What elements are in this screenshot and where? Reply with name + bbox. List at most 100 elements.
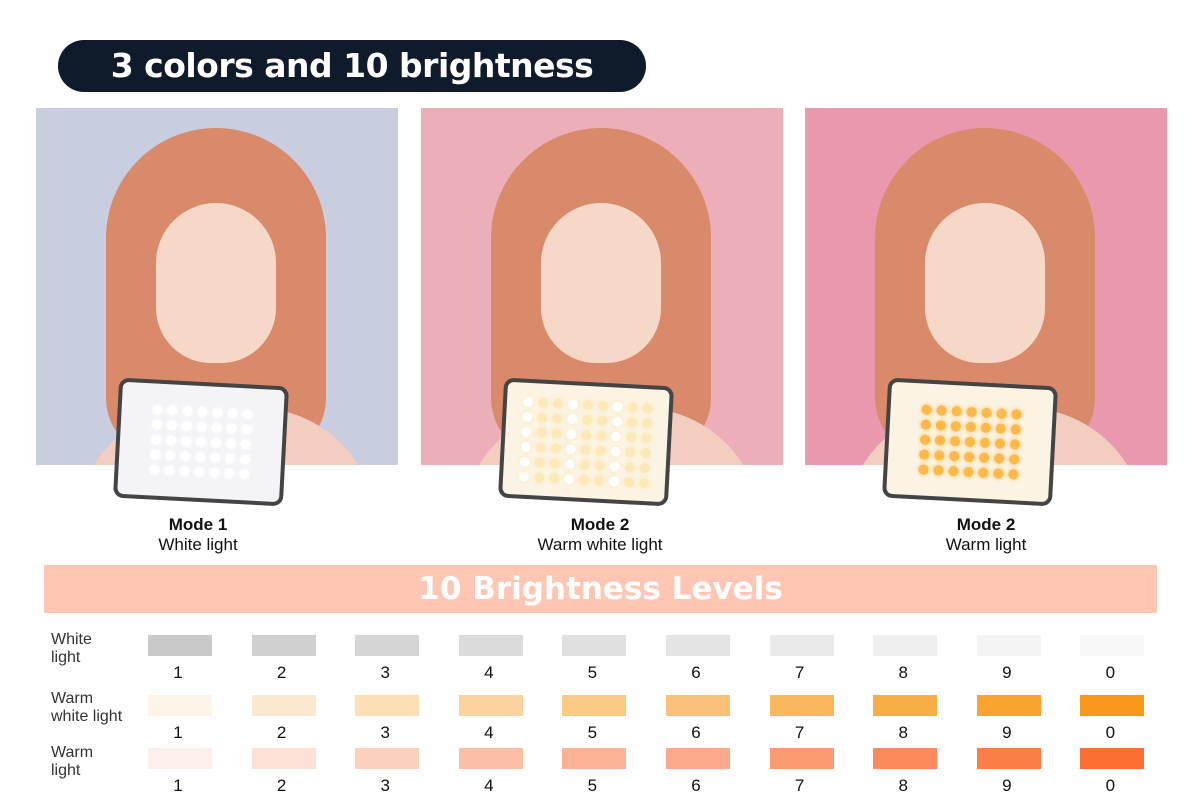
level-number: 3	[380, 663, 390, 682]
led-dot	[239, 454, 251, 465]
led-dot	[549, 457, 561, 469]
led-dot	[181, 420, 193, 432]
led-dot	[226, 423, 237, 434]
level-number: 2	[276, 723, 287, 742]
brightness-swatch	[355, 748, 420, 769]
brightness-swatch	[458, 695, 523, 716]
level-number: 0	[1105, 776, 1116, 795]
mode-name: Warm white light	[537, 535, 663, 554]
led-dot	[995, 423, 1006, 434]
led-dot	[150, 434, 162, 445]
led-dot	[993, 453, 1005, 464]
level-number: 8	[898, 776, 908, 795]
led-dot	[239, 469, 250, 480]
led-dot	[165, 435, 177, 446]
led-dot	[978, 467, 989, 478]
mode-label: Mode 2	[956, 515, 1016, 534]
led-dot	[537, 396, 549, 408]
led-dot	[610, 445, 621, 457]
led-dot	[593, 474, 605, 486]
brightness-swatch	[251, 695, 316, 716]
led-dot	[936, 405, 947, 416]
led-dot	[918, 464, 929, 475]
led-dot	[581, 414, 593, 425]
led-dot	[1009, 439, 1021, 450]
brightness-swatch	[976, 635, 1041, 656]
led-dot	[224, 453, 236, 464]
led-dot	[993, 468, 1004, 479]
led-dot	[152, 404, 163, 415]
led-dot	[625, 446, 636, 458]
led-dot	[536, 411, 548, 423]
led-dot	[1008, 454, 1020, 465]
brightness-swatch	[769, 748, 834, 769]
brightness-swatch	[666, 635, 730, 656]
led-dot	[224, 468, 235, 479]
label-line: light	[51, 762, 81, 779]
led-dot	[566, 428, 577, 439]
led-dot	[964, 436, 976, 448]
led-dot	[611, 430, 622, 442]
led-dot	[641, 417, 653, 428]
led-dot	[948, 450, 960, 462]
title-pill: 3 colors and 10 brightness levels	[58, 40, 646, 137]
led-dot	[521, 426, 532, 437]
brightness-swatch	[148, 695, 212, 716]
led-dot	[242, 409, 253, 420]
led-dot	[522, 411, 533, 422]
led-dot	[949, 435, 961, 447]
led-dot	[522, 396, 534, 407]
led-dot	[597, 400, 609, 411]
brightness-swatch	[148, 635, 212, 656]
label-line: Warm	[51, 690, 94, 707]
led-light-panel	[497, 377, 675, 507]
led-dot	[533, 471, 545, 483]
led-dot	[612, 400, 624, 412]
brightness-swatch	[562, 695, 627, 716]
brightness-swatch	[873, 635, 938, 656]
mode-label: Mode 1	[168, 515, 228, 534]
led-dot	[639, 462, 650, 473]
level-number: 8	[898, 723, 908, 742]
level-number: 4	[484, 776, 494, 795]
level-number: 0	[1105, 723, 1116, 742]
led-dot	[919, 434, 931, 445]
led-dot	[921, 404, 932, 415]
label-line: White	[51, 631, 92, 648]
led-dot	[963, 466, 974, 478]
led-dot	[950, 420, 962, 432]
level-number: 6	[691, 663, 701, 682]
led-dot	[981, 407, 992, 419]
level-number: 3	[380, 776, 390, 795]
label-line: light	[51, 649, 81, 666]
level-number: 4	[484, 723, 494, 742]
level-number: 7	[794, 776, 805, 795]
level-number: 1	[173, 723, 183, 742]
level-number: 5	[587, 776, 598, 795]
level-row-label: Warm light	[51, 744, 93, 780]
led-light-panel	[881, 377, 1059, 507]
led-dot	[596, 430, 607, 441]
led-dot	[534, 456, 546, 468]
led-dot	[1011, 409, 1022, 420]
brightness-swatch	[458, 748, 523, 769]
brightness-swatch	[562, 748, 627, 769]
led-dot	[536, 426, 547, 438]
mode-name: Warm light	[945, 535, 1027, 554]
led-dot	[150, 449, 161, 460]
led-dot	[579, 459, 591, 470]
led-dot	[596, 415, 608, 426]
led-dot	[933, 465, 944, 476]
led-dot	[209, 452, 221, 464]
led-dot	[194, 466, 205, 478]
brightness-swatch	[562, 635, 627, 656]
led-dot	[951, 406, 962, 417]
led-dot	[194, 451, 206, 463]
brightness-swatch	[976, 748, 1041, 769]
level-number: 7	[794, 723, 805, 742]
led-dot	[197, 406, 208, 418]
level-number: 9	[1002, 663, 1012, 682]
level-number: 5	[587, 663, 598, 682]
led-dot	[1008, 469, 1019, 480]
label-line: Warm	[51, 744, 94, 761]
